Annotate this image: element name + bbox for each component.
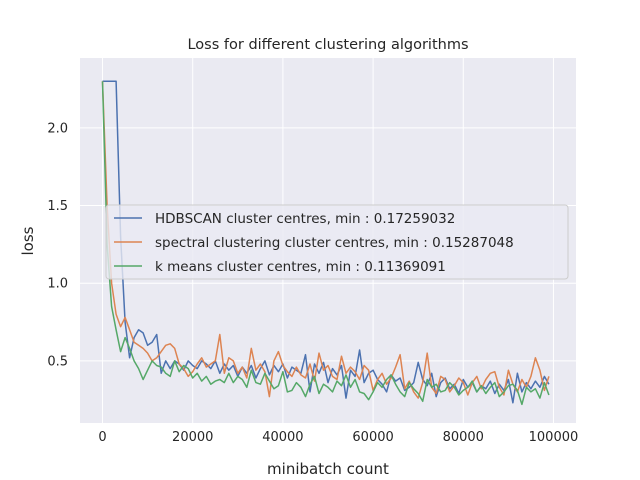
legend-label: k means cluster centres, min : 0.1136909…	[155, 259, 446, 275]
legend-box	[105, 204, 569, 280]
x-tick-label: 60000	[352, 430, 393, 445]
x-tick-label: 40000	[262, 430, 303, 445]
x-tick-label: 0	[98, 430, 106, 445]
series-line-2	[101, 81, 550, 399]
legend-label: HDBSCAN cluster centres, min : 0.1725903…	[155, 211, 455, 227]
y-tick-label: 0.5	[47, 354, 68, 369]
tick-labels: 0 20000 40000 60000 80000 100000 0.5 1.0 1.5 2.0	[47, 121, 578, 445]
y-tick-label: 1.0	[47, 277, 68, 292]
y-tick-label: 2.0	[47, 121, 68, 136]
x-axis-title: minibatch count	[267, 460, 389, 478]
x-tick-label: 20000	[172, 430, 213, 445]
y-tick-label: 1.5	[47, 199, 68, 214]
chart-title: Loss for different clustering algorithms	[187, 37, 468, 53]
legend: HDBSCAN cluster centres, min : 0.1725903…	[105, 204, 569, 280]
legend-label: spectral clustering cluster centres, min…	[155, 235, 514, 251]
y-axis-title: loss	[19, 226, 37, 255]
x-tick-label: 100000	[529, 430, 579, 445]
legend-items: HDBSCAN cluster centres, min : 0.1725903…	[114, 211, 514, 275]
x-tick-label: 80000	[443, 430, 484, 445]
series-line-3	[101, 81, 550, 406]
series-lines	[101, 80, 550, 406]
